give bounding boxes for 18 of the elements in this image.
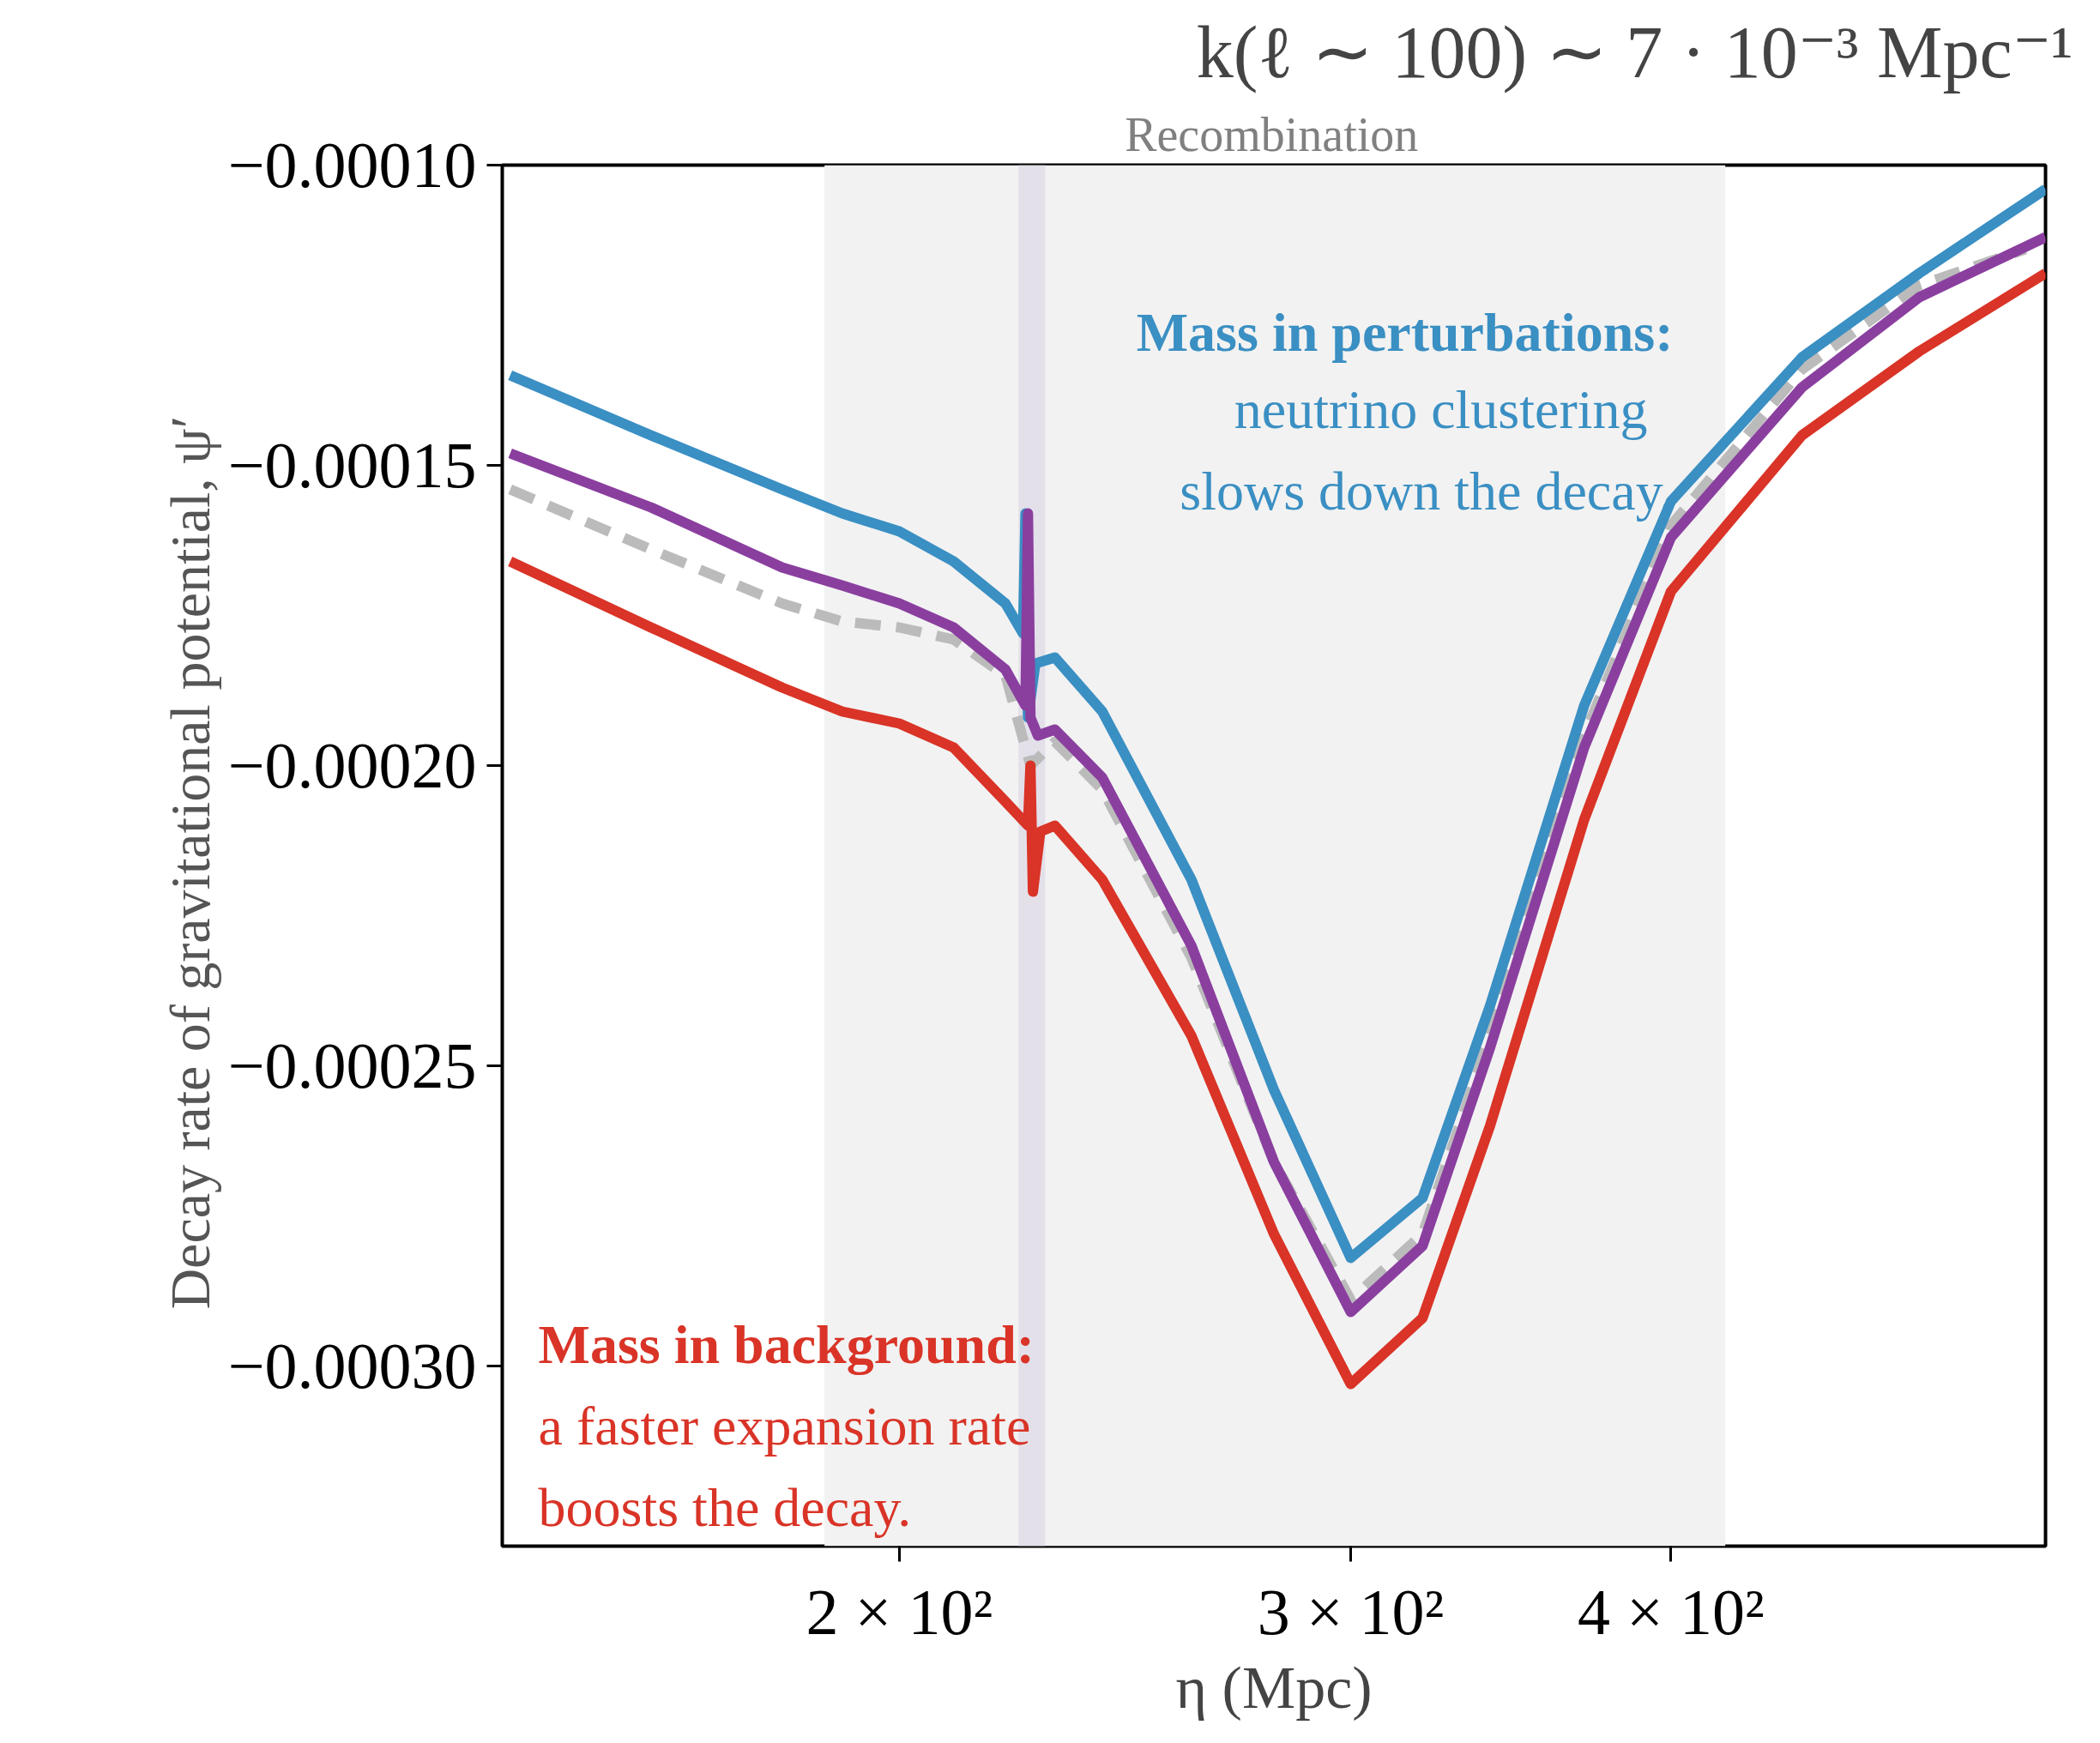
annotation: Mass in background: [538,1313,1035,1375]
y-tick-label: −0.00015 [227,428,477,501]
y-axis-title: Decay rate of gravitational potential, ψ′ [158,415,221,1310]
annotation: slows down the decay. [1180,460,1674,522]
band-label: Recombination [1125,107,1419,161]
y-tick-label: −0.00010 [227,128,477,201]
x-tick-label: 3 × 10² [1257,1575,1445,1648]
annotation: neutrino clustering [1234,378,1648,440]
x-tick-label: 4 × 10² [1578,1575,1765,1648]
x-tick-label: 2 × 10² [806,1575,993,1648]
y-tick-label: −0.00030 [227,1329,477,1402]
x-axis-title: η (Mpc) [1175,1654,1373,1721]
y-tick-label: −0.00025 [227,1028,477,1101]
y-tick-label: −0.00020 [227,728,477,801]
annotation: Mass in perturbations: [1136,301,1674,363]
annotation: a faster expansion rate [538,1395,1031,1457]
annotation: boosts the decay. [538,1476,912,1538]
chart-title: k(ℓ ∼ 100) ∼ 7 · 10⁻³ Mpc⁻¹ [1196,10,2073,93]
